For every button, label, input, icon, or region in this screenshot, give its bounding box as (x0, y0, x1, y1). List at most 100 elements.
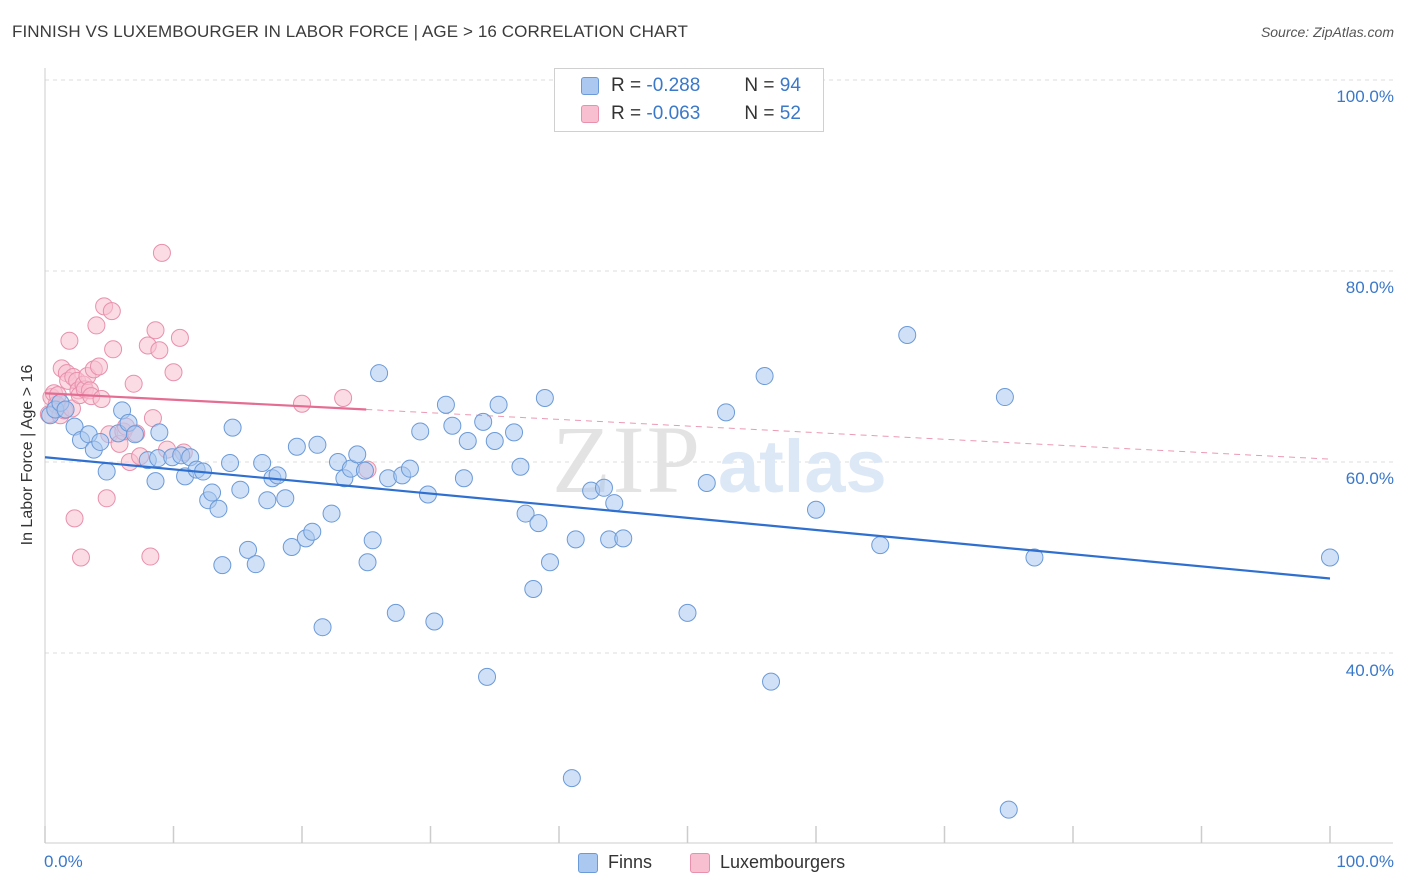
finns-point (287, 437, 306, 456)
finns-point (755, 367, 774, 386)
finns-point (400, 459, 419, 478)
axes (44, 68, 1393, 844)
finns-point (125, 425, 144, 444)
legend-item-finns[interactable]: Finns (578, 852, 652, 873)
luxembourgers-point (102, 302, 121, 321)
finns-point (370, 364, 389, 383)
luxembourgers-point (152, 243, 171, 262)
watermark-atlas: atlas (718, 425, 887, 508)
finns-legend-label: Finns (608, 852, 653, 872)
luxembourgers-point (164, 363, 183, 382)
finns-point (871, 536, 890, 555)
chart-title: FINNISH VS LUXEMBOURGER IN LABOR FORCE |… (12, 22, 688, 41)
finns-point (478, 667, 497, 686)
finns-point (562, 769, 581, 788)
finns-r-value: -0.288 (646, 75, 701, 96)
finns-point (209, 499, 228, 518)
y-tick-label: 60.0% (1345, 469, 1394, 488)
finns-legend-swatch (578, 852, 598, 873)
finns-point (541, 553, 560, 572)
finns-point (762, 672, 781, 691)
gridlines (45, 79, 1393, 654)
trend-lines (44, 392, 1331, 580)
finns-point (308, 435, 327, 454)
finns-point (268, 466, 287, 485)
finns-point (358, 553, 377, 572)
finns-point (203, 483, 222, 502)
finns-point (411, 422, 430, 441)
lux-legend-label: Luxembourgers (720, 852, 846, 872)
luxembourgers-point (97, 489, 116, 508)
series-legend: Finns Luxembourgers (0, 852, 1406, 876)
luxembourgers-trend-line (44, 392, 367, 411)
finns-trend-line (44, 456, 1331, 580)
finns-point (454, 469, 473, 488)
finns-point (594, 478, 613, 497)
finns-point (97, 462, 116, 481)
finns-point (485, 431, 504, 450)
luxembourgers-point (124, 374, 143, 393)
legend-item-luxembourgers[interactable]: Luxembourgers (690, 852, 845, 873)
finns-point (258, 491, 277, 510)
finns-point (322, 504, 341, 523)
finns-point (146, 472, 165, 491)
finns-n-value: 94 (779, 75, 801, 96)
finns-point (999, 800, 1018, 819)
finns-point (253, 453, 272, 472)
finns-point (443, 416, 462, 435)
source-label: Source: ZipAtlas.com (1260, 24, 1394, 40)
y-tick-label: 80.0% (1345, 278, 1394, 297)
finns-point (516, 504, 535, 523)
finns-point (697, 474, 716, 493)
finns-point (91, 432, 110, 451)
finns-point (474, 412, 493, 431)
y-tick-label: 40.0% (1345, 661, 1394, 680)
finns-point (1025, 548, 1044, 567)
luxembourgers-point (146, 321, 165, 340)
luxembourgers-point (87, 316, 106, 335)
finns-point (213, 556, 232, 575)
luxembourgers-point (60, 331, 79, 350)
finns-point (355, 461, 374, 480)
luxembourgers-point (141, 547, 160, 566)
finns-point (282, 537, 301, 556)
lux-r-label: R = (611, 103, 642, 124)
lux-n-value: 52 (779, 103, 801, 124)
finns-point (678, 603, 697, 622)
finns-point (524, 580, 543, 599)
finns-point (231, 480, 250, 499)
legend-row-luxembourgers: R = -0.063 N = 52 (581, 102, 801, 126)
finns-point (348, 445, 367, 464)
lux-n-label: N = (744, 103, 775, 124)
finns-r-label: R = (611, 75, 642, 96)
luxembourgers-point (89, 357, 108, 376)
x-tick-label: 100.0% (1336, 852, 1394, 871)
finns-point (717, 403, 736, 422)
finns-point (511, 457, 530, 476)
finns-point (505, 423, 524, 442)
lux-swatch (581, 105, 599, 123)
finns-point (898, 325, 917, 344)
finns-point (56, 400, 75, 419)
x-tick-label: 0.0% (44, 852, 83, 871)
finns-point (535, 389, 554, 408)
luxembourgers-point (334, 389, 353, 408)
finns-point (303, 522, 322, 541)
legend-row-finns: R = -0.288 N = 94 (581, 74, 801, 98)
watermark-zip: ZIP (552, 406, 702, 513)
finns-point (807, 500, 825, 519)
correlation-legend: R = -0.288 N = 94 R = -0.063 N = 52 (554, 68, 824, 132)
luxembourgers-point (293, 394, 311, 413)
finns-point (150, 423, 169, 442)
series-finns (41, 325, 1339, 819)
luxembourgers-point (104, 340, 123, 359)
finns-point (605, 494, 624, 513)
finns-point (386, 603, 405, 622)
finns-point (529, 514, 548, 533)
finns-n-label: N = (744, 75, 775, 96)
finns-point (566, 530, 585, 549)
luxembourgers-trend-extension (366, 408, 1331, 460)
watermark: ZIP atlas (552, 406, 887, 513)
luxembourgers-point (71, 548, 90, 567)
